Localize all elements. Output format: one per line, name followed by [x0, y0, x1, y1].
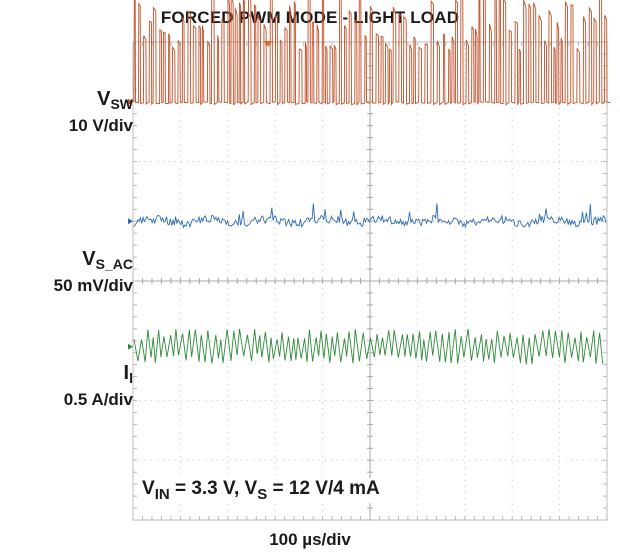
vsac-scale: 50 mV/div [53, 276, 133, 295]
vsac-subscript: S_AC [95, 256, 133, 272]
vsw-scale: 10 V/div [68, 116, 133, 135]
trace-vs-ac [133, 203, 607, 229]
test-conditions: VIN = 3.3 V, VS = 12 V/4 mA [140, 478, 382, 503]
cond-part-2: = 12 V/4 mA [267, 478, 380, 499]
trace-il [133, 328, 604, 365]
vsw-symbol: V [97, 88, 111, 110]
channel-label-vs-ac: VS_AC 50 mV/div [54, 248, 133, 297]
cond-part-0: V [142, 478, 155, 499]
channel-label-vsw: VSW 10 V/div [69, 88, 133, 137]
ground-marker-vs-ac [128, 218, 133, 225]
ground-marker-il [128, 343, 133, 350]
il-symbol: I [123, 362, 130, 384]
vsw-subscript: SW [110, 96, 133, 112]
cond-sub-1: S [257, 486, 268, 503]
ground-marker-vsw [128, 98, 133, 105]
trace-vsw [133, 0, 611, 107]
cond-sub-0: IN [154, 486, 170, 503]
vsac-symbol: V [82, 248, 96, 270]
cond-part-1: = 3.3 V, V [169, 478, 258, 499]
il-scale: 0.5 A/div [63, 390, 133, 409]
channel-label-il: Il 0.5 A/div [64, 362, 133, 411]
il-subscript: l [129, 370, 133, 386]
x-axis-label: 100 µs/div [269, 530, 351, 549]
